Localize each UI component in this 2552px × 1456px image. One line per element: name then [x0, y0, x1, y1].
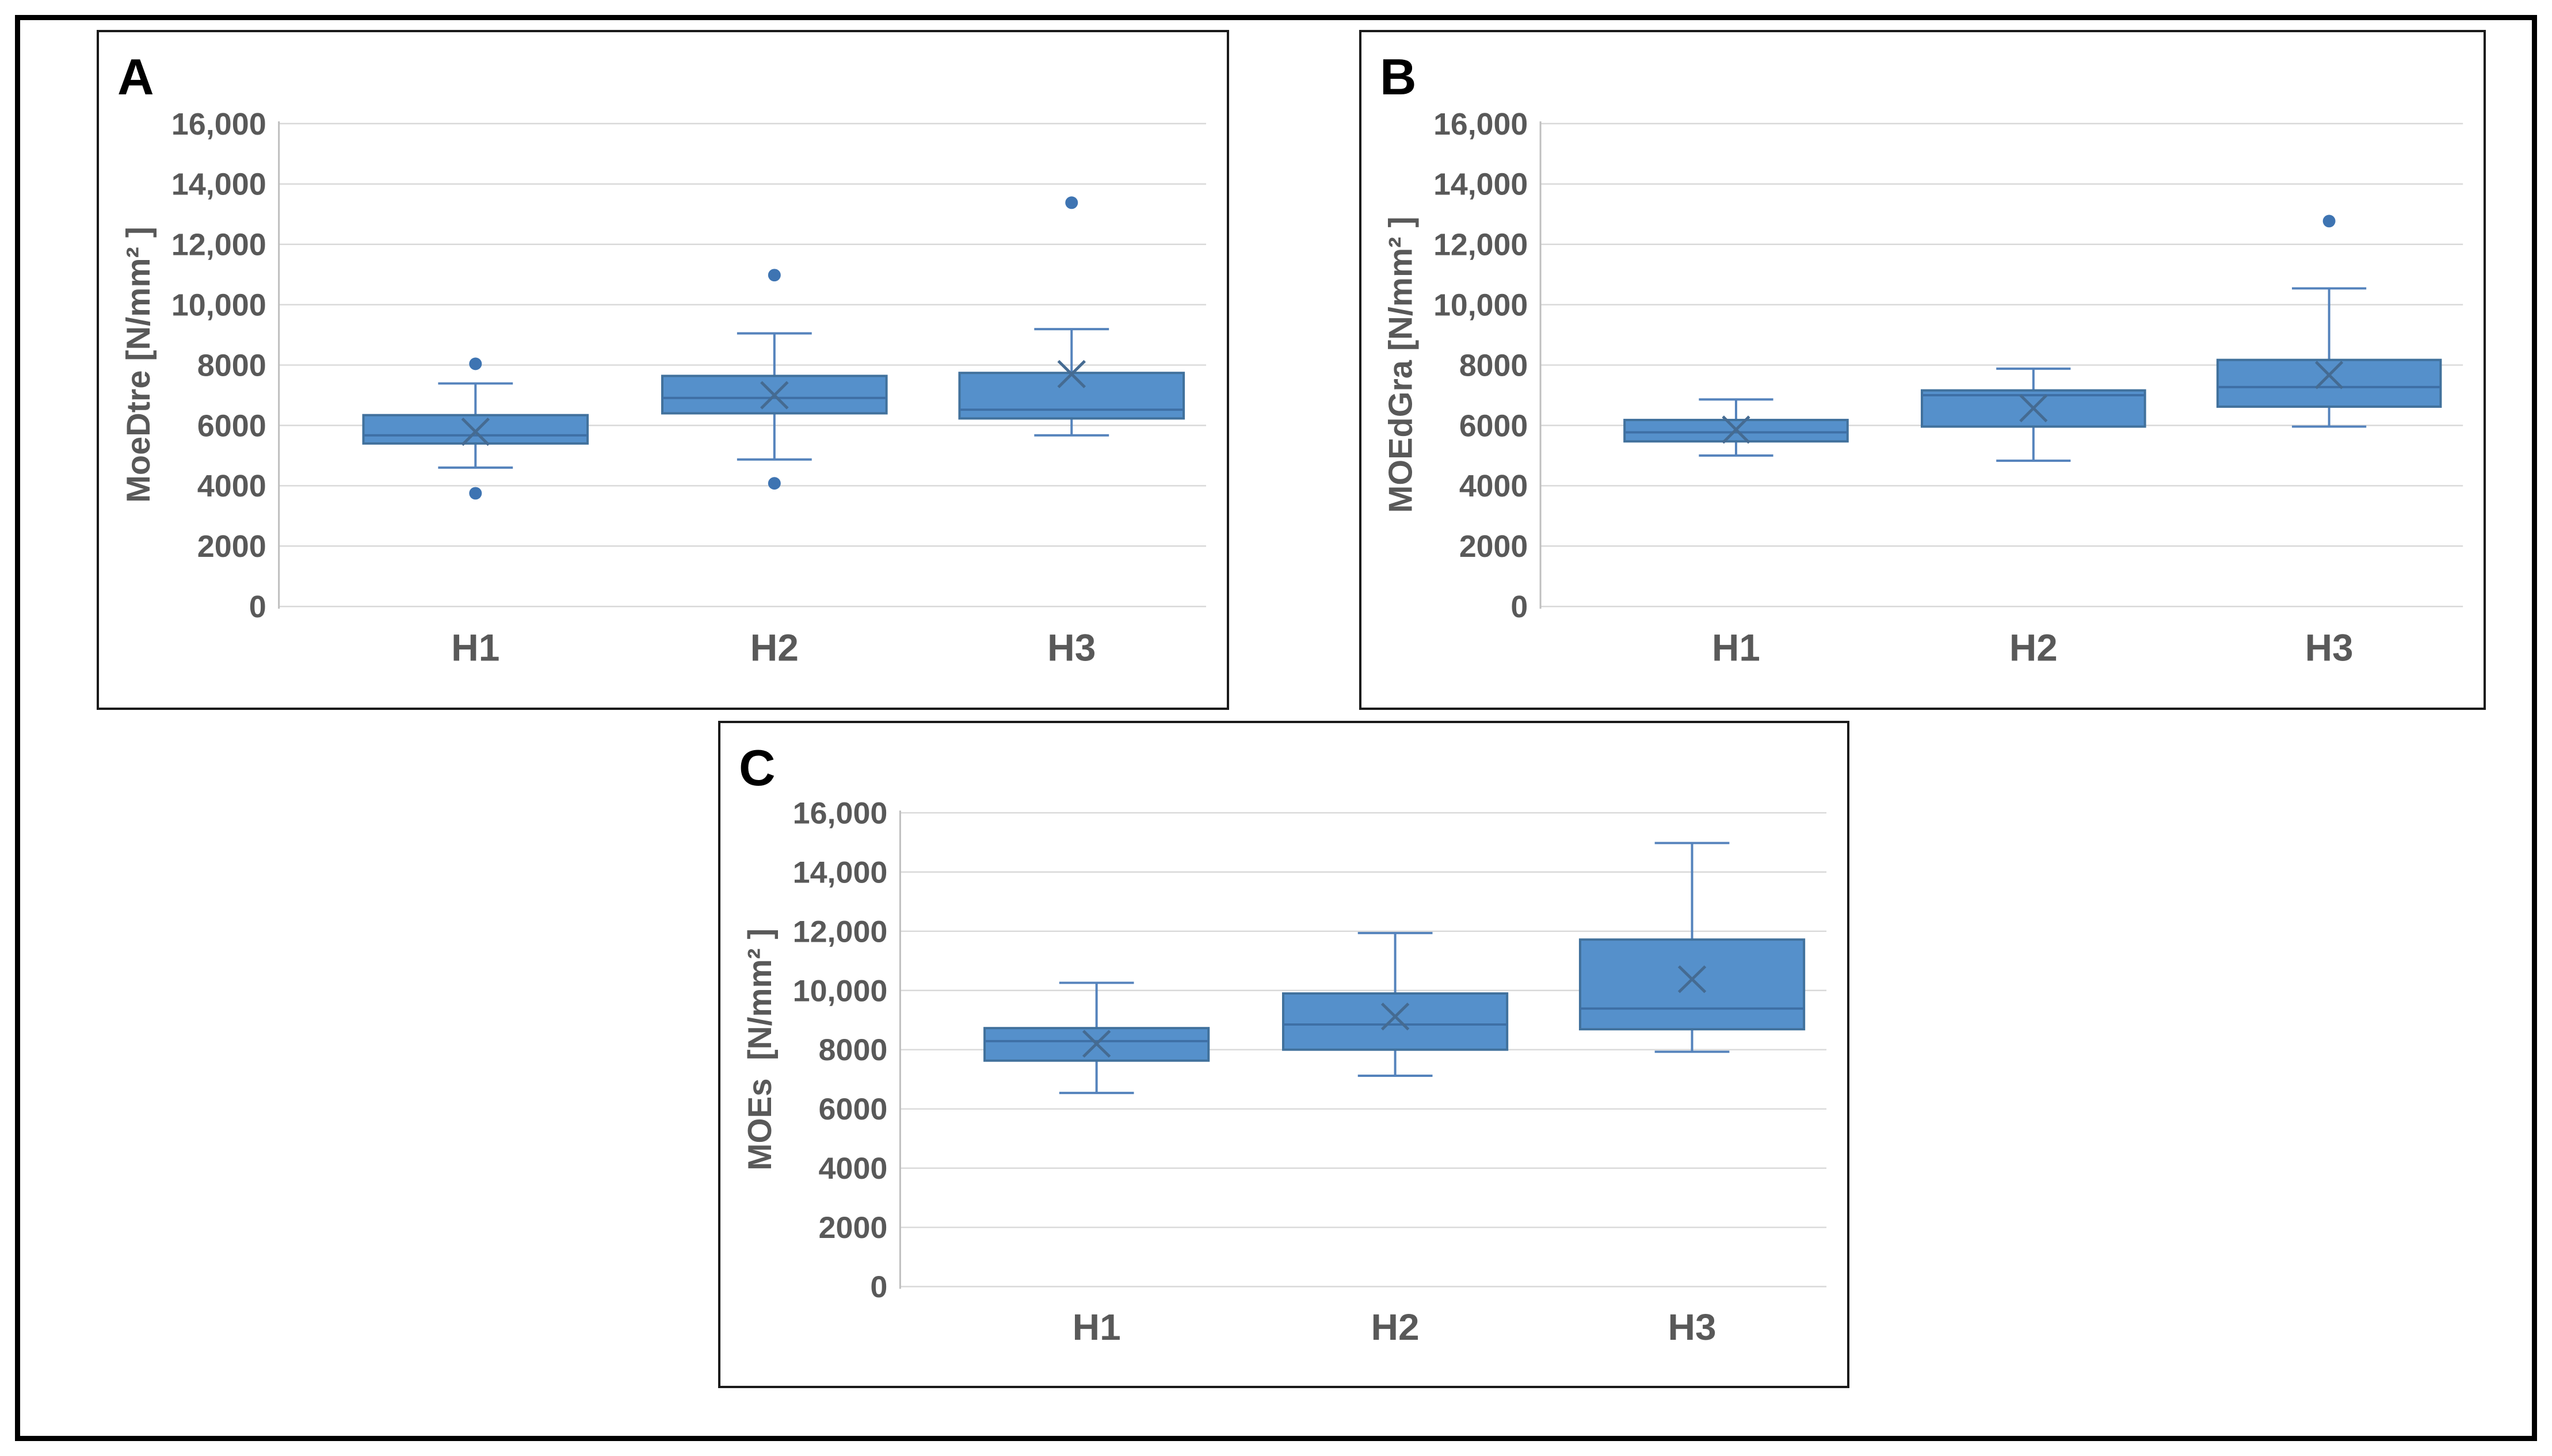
boxplot-chart-a: 16,000 14,000 12,000 10,000 8000 6000 4000 2000… [99, 32, 1227, 708]
boxplot-panel-a: A 16,000 14,000 12,000 10,000 8000 6000 4000 20… [97, 30, 1229, 710]
iqr-box [1282, 992, 1509, 1051]
boxplot-svg-c: 16,000 14,000 12,000 10,000 8000 6000 4000 2000… [741, 797, 1827, 1348]
x-category-label: H2 [2009, 627, 2058, 669]
y-tick-label: 8000 [819, 1034, 888, 1067]
y-tick-label: 0 [249, 590, 266, 624]
y-tick-label: 6000 [1459, 408, 1528, 443]
box-h1 [983, 981, 1210, 1094]
box-h3 [958, 196, 1185, 437]
box-h1 [362, 357, 589, 500]
mean-x-marker [1057, 360, 1086, 388]
y-tick-label: 8000 [1459, 348, 1528, 383]
iqr-box [1578, 938, 1806, 1031]
boxplot-svg-a: 16,000 14,000 12,000 10,000 8000 6000 4000 2000… [120, 107, 1207, 669]
mean-x-marker [1722, 415, 1750, 444]
panel-letter-a: A [117, 48, 154, 105]
y-axis-title: MOEs [N/mm² ] [741, 928, 779, 1171]
x-category-label: H2 [1371, 1306, 1420, 1348]
mean-x-marker [461, 417, 490, 446]
y-axis-title: MoeDtre [N/mm² ] [120, 227, 157, 503]
box-h3 [2216, 215, 2442, 428]
y-tick-label: 0 [1510, 590, 1528, 624]
box-h2 [1282, 931, 1509, 1077]
iqr-box [2216, 358, 2442, 408]
y-tick-label: 4000 [819, 1152, 888, 1186]
outlier-dot [469, 357, 482, 370]
y-tick-label: 12,000 [1433, 228, 1528, 262]
y-tick-label: 10,000 [1433, 288, 1528, 323]
x-category-label: H1 [1712, 627, 1760, 669]
outlier-dot [768, 269, 781, 282]
boxplot-chart-c: 16,000 14,000 12,000 10,000 8000 6000 4000 2000… [720, 723, 1847, 1386]
y-tick-label: 16,000 [793, 797, 888, 830]
boxplot-svg-b: 16,000 14,000 12,000 10,000 8000 6000 4000 2000… [1382, 107, 2463, 669]
box-h3 [1578, 842, 1806, 1053]
y-axis-title: MOEdGra [N/mm² ] [1382, 216, 1419, 513]
y-tick-label: 2000 [819, 1212, 888, 1245]
y-tick-label: 10,000 [171, 288, 266, 323]
boxplot-panel-b: B 16,000 14,000 12,000 10,000 8000 6000 4000 20… [1359, 30, 2486, 710]
y-tick-label: 14,000 [171, 167, 266, 202]
mean-x-marker [1082, 1030, 1111, 1058]
x-category-label: H3 [1047, 626, 1096, 669]
x-category-label: H1 [1073, 1306, 1121, 1348]
x-category-label: H2 [750, 626, 799, 669]
mean-x-marker [760, 381, 789, 410]
outlier-dot [2322, 215, 2336, 228]
panel-letter-b: B [1380, 48, 1417, 105]
y-tick-label: 14,000 [793, 856, 888, 889]
y-tick-label: 2000 [1459, 529, 1528, 564]
y-tick-label: 16,000 [1433, 107, 1528, 142]
y-tick-label: 16,000 [171, 107, 266, 142]
boxplot-panel-c: C 16,000 14,000 12,000 10,000 8000 6000 4000 20… [718, 721, 1849, 1388]
y-tick-label: 12,000 [171, 228, 266, 262]
outlier-dot [768, 477, 781, 490]
y-tick-label: 0 [870, 1271, 887, 1304]
panel-letter-c: C [739, 739, 776, 796]
boxplot-chart-b: 16,000 14,000 12,000 10,000 8000 6000 4000 2000… [1361, 32, 2484, 708]
y-tick-label: 8000 [197, 349, 266, 383]
y-tick-label: 6000 [819, 1093, 888, 1126]
y-tick-label: 12,000 [793, 915, 888, 949]
box-h1 [1623, 398, 1849, 457]
y-tick-label: 4000 [1459, 469, 1528, 503]
iqr-box [958, 372, 1185, 420]
y-tick-label: 4000 [197, 469, 266, 503]
mean-x-marker [2315, 361, 2344, 389]
y-tick-label: 14,000 [1433, 167, 1528, 202]
iqr-box [362, 414, 589, 445]
mean-x-marker [2019, 393, 2048, 423]
box-h2 [661, 269, 888, 490]
x-category-label: H1 [451, 626, 499, 669]
box-h2 [1921, 367, 2146, 462]
y-tick-label: 6000 [197, 408, 266, 443]
y-tick-label: 10,000 [793, 975, 888, 1008]
mean-x-marker [1677, 965, 1707, 993]
mean-x-marker [1380, 1002, 1410, 1031]
outlier-dot [469, 487, 482, 500]
outlier-dot [1065, 196, 1078, 209]
y-tick-label: 2000 [197, 529, 266, 564]
x-category-label: H3 [1668, 1306, 1716, 1348]
x-category-label: H3 [2305, 627, 2353, 669]
